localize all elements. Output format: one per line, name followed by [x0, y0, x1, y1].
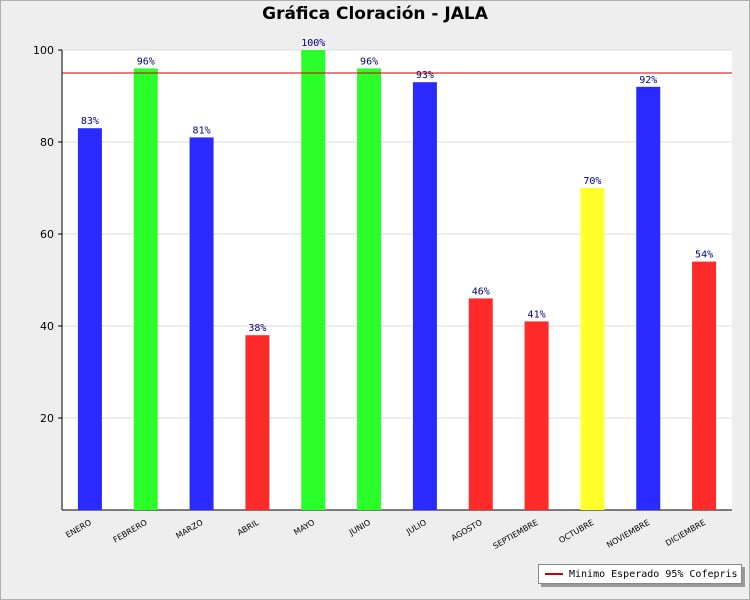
- bar-value-label: 96%: [137, 56, 155, 67]
- bar-value-label: 70%: [583, 176, 601, 187]
- bar-enero: [77, 128, 102, 510]
- bar-value-label: 83%: [81, 116, 99, 127]
- bar-julio: [412, 82, 437, 510]
- x-tick-label: MAYO: [292, 518, 316, 537]
- x-tick-label: DICIEMBRE: [664, 518, 707, 548]
- x-tick-label: JULIO: [404, 518, 428, 537]
- x-tick-label: ENERO: [64, 518, 93, 540]
- bar-agosto: [468, 298, 493, 510]
- bar-abril: [245, 335, 270, 510]
- bar-mayo: [301, 50, 326, 510]
- bar-value-label: 96%: [360, 56, 378, 67]
- x-tick-label: OCTUBRE: [557, 518, 595, 545]
- bar-value-label: 81%: [193, 125, 211, 136]
- plot-background: [62, 50, 732, 510]
- chart-title: Gráfica Cloración - JALA: [262, 4, 488, 24]
- bar-diciembre: [692, 261, 717, 510]
- bar-value-label: 100%: [301, 38, 325, 49]
- bar-octubre: [580, 188, 605, 510]
- bar-value-label: 54%: [695, 250, 713, 261]
- x-tick-label: AGOSTO: [450, 518, 484, 543]
- legend-line-swatch: [545, 573, 563, 575]
- y-tick-label: 100: [33, 44, 54, 57]
- x-tick-label: MARZO: [174, 518, 204, 541]
- bar-noviembre: [636, 86, 661, 511]
- legend-label: Minimo Esperado 95% Cofepris: [569, 568, 738, 580]
- bar-value-label: 46%: [472, 286, 490, 297]
- x-tick-label: FEBRERO: [112, 518, 149, 545]
- y-tick-label: 80: [40, 136, 54, 149]
- bar-septiembre: [524, 321, 549, 510]
- y-tick-label: 20: [40, 412, 54, 425]
- bar-junio: [357, 68, 382, 511]
- x-tick-label: JUNIO: [347, 518, 372, 538]
- plot-area: 20 40 60 80 100 83% ENERO 96% FEBRERO 81% MARZO 38%…: [33, 38, 732, 551]
- y-tick-label: 60: [40, 228, 54, 241]
- legend: Minimo Esperado 95% Cofepris: [538, 564, 742, 584]
- x-tick-label: SEPTIEMBRE: [492, 518, 540, 551]
- y-tick-label: 40: [40, 320, 54, 333]
- bar-febrero: [133, 68, 158, 511]
- bar-value-label: 38%: [248, 323, 266, 334]
- bar-value-label: 92%: [639, 75, 657, 86]
- bar-value-label: 93%: [416, 70, 434, 81]
- x-tick-label: ABRIL: [236, 518, 261, 538]
- bar-marzo: [189, 137, 214, 510]
- bar-value-label: 41%: [528, 309, 546, 320]
- x-tick-label: NOVIEMBRE: [605, 518, 651, 550]
